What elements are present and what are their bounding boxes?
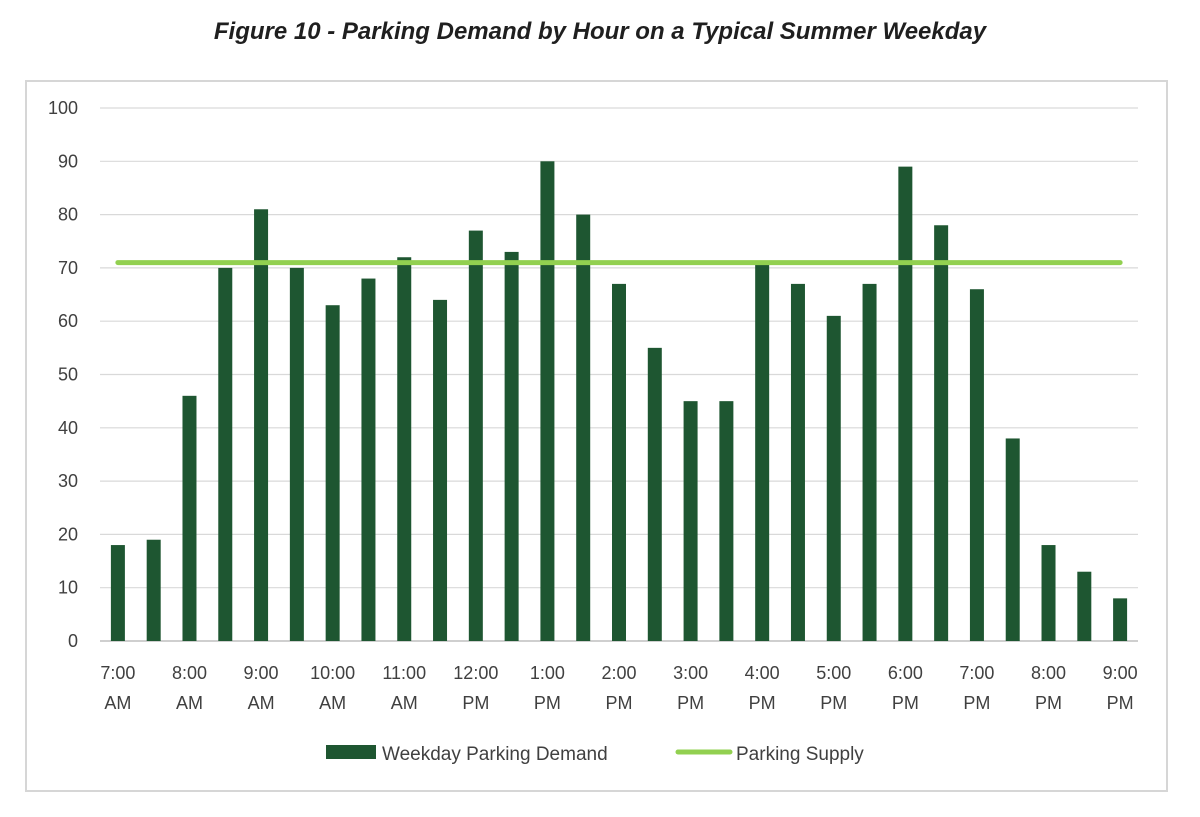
x-tick-label: 2:00 (601, 663, 636, 683)
x-tick-label: AM (176, 693, 203, 713)
demand-bar (1113, 598, 1128, 641)
demand-bar (254, 209, 269, 641)
demand-bar (361, 278, 376, 641)
x-tick-label: AM (319, 693, 346, 713)
x-tick-label: 9:00 (1103, 663, 1138, 683)
x-tick-label: AM (104, 693, 131, 713)
x-tick-label: AM (248, 693, 275, 713)
x-tick-label: PM (606, 693, 633, 713)
demand-bar (862, 283, 877, 641)
demand-bar (647, 347, 662, 641)
demand-bar (289, 267, 304, 641)
x-tick-label: PM (963, 693, 990, 713)
demand-bar (969, 289, 984, 641)
demand-bar (1041, 545, 1056, 641)
legend-label-demand: Weekday Parking Demand (382, 744, 608, 765)
legend-swatch-demand (326, 745, 376, 759)
x-tick-label: 8:00 (172, 663, 207, 683)
chart-title: Figure 10 - Parking Demand by Hour on a … (213, 18, 987, 45)
x-tick-label: AM (391, 693, 418, 713)
demand-bar (576, 214, 591, 641)
x-tick-label: PM (820, 693, 847, 713)
demand-bar (683, 401, 698, 641)
x-tick-label: 4:00 (745, 663, 780, 683)
demand-bar (468, 230, 483, 641)
y-tick-label: 50 (58, 365, 78, 385)
y-tick-label: 90 (58, 151, 78, 171)
legend-label-supply: Parking Supply (736, 744, 864, 765)
demand-bar (826, 315, 841, 641)
x-tick-label: PM (1035, 693, 1062, 713)
y-tick-label: 20 (58, 524, 78, 544)
x-tick-label: PM (892, 693, 919, 713)
x-tick-label: PM (749, 693, 776, 713)
demand-bar (182, 395, 197, 641)
demand-bar (898, 166, 913, 641)
demand-bar (934, 225, 949, 641)
x-tick-label: 11:00 (382, 663, 426, 683)
x-tick-label: 12:00 (453, 663, 498, 683)
demand-bar (540, 161, 555, 642)
demand-bar (146, 539, 161, 641)
y-tick-label: 60 (58, 311, 78, 331)
y-tick-label: 10 (58, 578, 78, 598)
demand-bar (218, 267, 233, 641)
demand-bar (1077, 571, 1092, 641)
y-tick-label: 30 (58, 471, 78, 491)
demand-bar (790, 283, 805, 641)
x-tick-label: 7:00 (100, 663, 135, 683)
demand-bar (325, 305, 340, 641)
demand-bar (1005, 438, 1020, 641)
x-tick-label: 10:00 (310, 663, 355, 683)
x-tick-label: PM (534, 693, 561, 713)
demand-bar (397, 257, 412, 641)
demand-bar (612, 283, 626, 641)
demand-bar (755, 262, 770, 641)
x-tick-label: PM (462, 693, 489, 713)
demand-bar (504, 251, 519, 641)
y-tick-label: 70 (58, 258, 78, 278)
x-tick-label: PM (1107, 693, 1134, 713)
x-tick-label: 7:00 (959, 663, 994, 683)
demand-bar (433, 299, 448, 641)
y-tick-label: 100 (48, 98, 78, 118)
y-tick-label: 80 (58, 205, 78, 225)
x-tick-label: PM (677, 693, 704, 713)
x-tick-label: 5:00 (816, 663, 851, 683)
demand-bar (719, 401, 734, 641)
x-tick-label: 1:00 (530, 663, 565, 683)
y-tick-label: 40 (58, 418, 78, 438)
x-tick-label: 9:00 (244, 663, 279, 683)
y-tick-label: 0 (68, 631, 78, 651)
demand-bar (110, 545, 125, 641)
x-tick-label: 8:00 (1031, 663, 1066, 683)
x-tick-label: 6:00 (888, 663, 923, 683)
x-tick-label: 3:00 (673, 663, 708, 683)
